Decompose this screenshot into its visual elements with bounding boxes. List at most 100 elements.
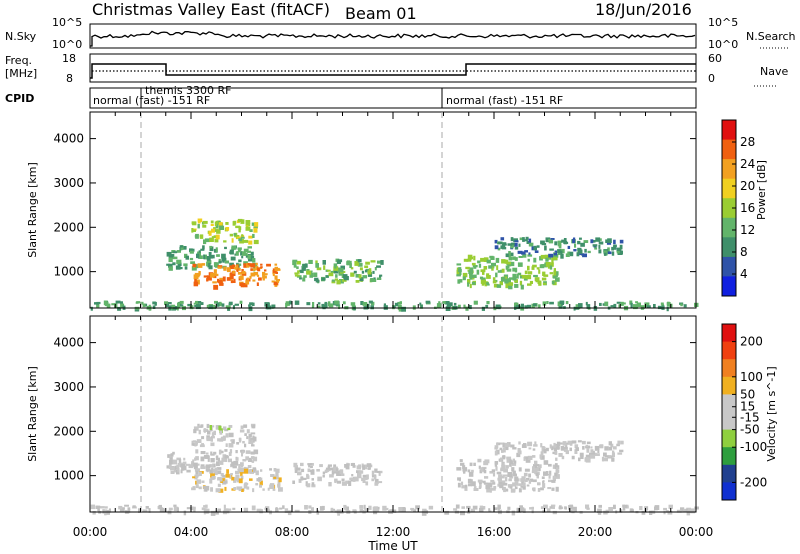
echo-cell	[490, 479, 495, 483]
echo-cell	[569, 443, 573, 446]
echo-cell	[516, 507, 521, 513]
echo-cell	[192, 229, 196, 232]
echo-cell	[473, 255, 476, 261]
echo-cell	[148, 508, 151, 513]
echo-cell	[216, 254, 220, 257]
echo-cell	[608, 446, 613, 451]
echo-cell	[172, 459, 178, 465]
echo-cell	[545, 257, 549, 262]
echo-cell	[192, 462, 198, 466]
echo-cell	[253, 239, 259, 245]
echo-cell	[468, 270, 473, 274]
echo-cell	[604, 455, 609, 458]
echo-cell	[514, 279, 518, 283]
echo-cell	[613, 245, 617, 250]
echo-cell	[216, 470, 222, 475]
echo-cell	[495, 304, 501, 310]
echo-cell	[541, 277, 547, 281]
echo-cell	[202, 220, 208, 224]
echo-cell	[459, 270, 462, 275]
echo-cell	[683, 304, 687, 308]
echo-cell	[554, 451, 558, 455]
echo-cell	[278, 487, 283, 492]
echo-cell	[165, 303, 169, 308]
echo-cell	[467, 478, 472, 484]
echo-cell	[660, 302, 664, 305]
echo-cell	[248, 457, 252, 462]
echo-cell	[185, 463, 191, 466]
echo-cell	[508, 444, 511, 447]
echo-cell	[228, 451, 232, 456]
power-x-axis	[89, 112, 697, 308]
echo-cell	[590, 449, 594, 453]
echo-cell	[496, 265, 499, 271]
echo-cell	[272, 304, 276, 309]
echo-cell	[238, 464, 241, 468]
echo-cell	[597, 508, 602, 513]
echo-cell	[445, 306, 451, 311]
echo-cell	[321, 277, 326, 281]
echo-cell	[558, 442, 563, 445]
echo-cell	[428, 505, 434, 510]
echo-cell	[478, 263, 482, 268]
echo-cell	[531, 506, 534, 510]
echo-cell	[213, 430, 216, 436]
echo-cell	[275, 508, 279, 512]
echo-cell	[413, 509, 417, 512]
echo-cell	[206, 278, 209, 282]
echo-cell	[246, 486, 250, 490]
echo-cell	[620, 440, 624, 445]
y-tick-label: 3000	[53, 380, 84, 394]
echo-cell	[232, 305, 235, 310]
echo-cell	[551, 479, 556, 483]
echo-cell	[250, 451, 255, 455]
echo-cell	[316, 267, 322, 271]
echo-cell	[379, 275, 381, 279]
echo-cell	[152, 301, 156, 305]
echo-cell	[103, 300, 108, 306]
echo-cell	[168, 266, 173, 271]
echo-cell	[228, 443, 234, 448]
echo-cell	[667, 510, 673, 515]
echo-cell	[535, 464, 540, 467]
echo-cell	[512, 482, 516, 487]
echo-cell	[507, 484, 513, 488]
echo-cell	[486, 273, 490, 277]
echo-cell	[239, 282, 245, 287]
echo-cell	[338, 304, 341, 309]
echo-cell	[217, 508, 221, 512]
velocity-panel: 1000 2000 3000 4000 00:00 04:00 08:00 12:00 16:…	[26, 315, 778, 539]
echo-cell	[504, 488, 509, 492]
echo-cell	[488, 510, 492, 513]
echo-cell	[210, 220, 214, 224]
echo-cell	[197, 263, 203, 267]
echo-cell	[192, 263, 197, 268]
echo-cell	[219, 439, 224, 442]
echo-cell	[253, 226, 258, 229]
echo-cell	[248, 433, 252, 438]
echo-cell	[477, 458, 482, 463]
echo-cell	[339, 268, 344, 273]
echo-cell	[168, 464, 172, 469]
echo-cell	[325, 275, 329, 278]
echo-cell	[322, 471, 326, 475]
echo-cell	[193, 464, 198, 470]
echo-cell	[595, 237, 601, 242]
echo-cell	[245, 220, 251, 225]
echo-cell	[106, 303, 111, 309]
echo-cell	[602, 303, 605, 306]
echo-cell	[561, 239, 566, 243]
echo-cell	[315, 260, 318, 263]
echo-cell	[300, 477, 304, 481]
echo-cell	[517, 450, 522, 455]
echo-cell	[366, 463, 372, 468]
echo-cell	[230, 256, 236, 261]
echo-cell	[307, 463, 312, 466]
echo-cell	[498, 458, 501, 462]
echo-cell	[333, 464, 337, 469]
echo-cell	[275, 280, 280, 283]
echo-cell	[630, 508, 634, 512]
echo-cell	[550, 262, 554, 267]
echo-cell	[527, 258, 530, 262]
echo-cell	[374, 267, 377, 271]
